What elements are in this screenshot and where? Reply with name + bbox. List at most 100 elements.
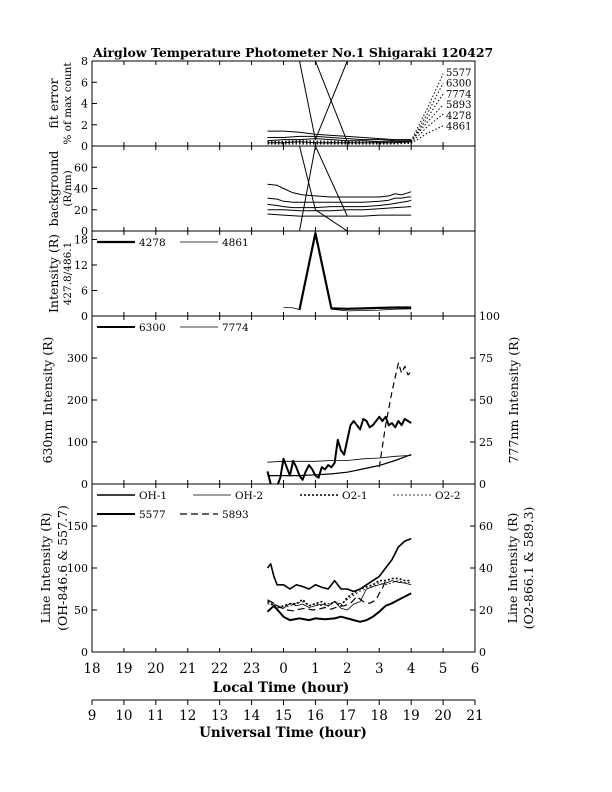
panel-intensity-427-486: 0 6 12 18 Intensity (R) 427.8/486.1 4278 4861 <box>46 230 476 323</box>
series-line-4278 <box>298 232 412 310</box>
universal-time-axis-label: Universal Time (hour) <box>199 725 367 741</box>
local-time-tick-label: 23 <box>243 661 260 677</box>
y-tick-label: 0 <box>81 225 88 238</box>
ut-tick-label: 15 <box>275 708 292 724</box>
ut-tick-label: 13 <box>211 708 228 724</box>
y-tick-label: 0 <box>81 140 88 153</box>
line-tag: 4278 <box>446 111 471 122</box>
legend-label: 4861 <box>222 237 249 249</box>
ut-tick-label: 19 <box>403 708 420 724</box>
y-right-tick-label: 25 <box>479 436 493 449</box>
series-line-c <box>267 199 412 209</box>
y-axis-label: 630nm Intensity (R) <box>40 337 55 464</box>
y-tick-label: 0 <box>81 310 88 323</box>
legend-label: 7774 <box>222 322 249 334</box>
y-axis-label: fit error <box>46 78 61 128</box>
y-tick-label: 12 <box>74 259 88 272</box>
y-axis-sublabel: 427.8/486.1 <box>62 242 74 306</box>
series-line-OH-2 <box>267 580 412 611</box>
local-time-tick-label: 19 <box>115 661 132 677</box>
ut-tick-label: 11 <box>147 708 164 724</box>
local-time-tick-label: 6 <box>471 661 480 677</box>
local-time-axis: 18 19 20 21 22 23 0 1 2 3 4 5 6 <box>83 661 479 677</box>
legend-label: 5577 <box>139 509 166 521</box>
series-line-b <box>267 196 412 203</box>
series-line-b <box>267 135 412 142</box>
local-time-tick-label: 0 <box>279 661 288 677</box>
series-group <box>267 61 444 145</box>
y-tick-label: 20 <box>74 204 88 217</box>
ut-tick-label: 16 <box>307 708 324 724</box>
y-right-axis-label: Line Intensity (R) <box>505 513 520 624</box>
ut-tick-label: 21 <box>466 708 483 724</box>
y-right-tick-label: 40 <box>479 562 493 575</box>
y-tick-label: 18 <box>74 234 88 247</box>
y-right-tick-label: 50 <box>479 394 493 407</box>
ut-tick-label: 17 <box>339 708 356 724</box>
series-line-OH-1 <box>266 537 412 593</box>
series-line-a <box>267 183 412 198</box>
series-line-5577 <box>266 592 412 623</box>
ut-tick-label: 9 <box>88 708 97 724</box>
series-line-f <box>299 61 348 142</box>
local-time-tick-label: 5 <box>439 661 448 677</box>
local-time-tick-label: 21 <box>179 661 196 677</box>
y-right-tick-label: 0 <box>479 478 486 491</box>
y-right-tick-label: 0 <box>479 646 486 659</box>
y-tick-label: 2 <box>81 119 88 132</box>
figure-title: Airglow Temperature Photometer No.1 Shig… <box>92 45 493 60</box>
y-axis-sublabel: (R/nm) <box>62 170 74 206</box>
line-tag: 4861 <box>446 122 471 133</box>
y-axis-label: background <box>46 151 61 227</box>
series-line-5893-overlay <box>378 362 412 468</box>
y-tick-label: 8 <box>81 55 88 68</box>
legend-label: OH-1 <box>139 490 167 502</box>
ut-tick-label: 12 <box>179 708 196 724</box>
series-line-c <box>267 138 412 143</box>
y-tick-label: 6 <box>81 76 88 89</box>
local-time-tick-label: 22 <box>211 661 228 677</box>
ut-tick-label: 10 <box>115 708 132 724</box>
legend-label: 6300 <box>139 322 166 334</box>
series-line-f <box>299 146 348 231</box>
y-tick-label: 40 <box>74 183 88 196</box>
series-line-d <box>267 206 412 212</box>
y-tick-label: 60 <box>74 161 88 174</box>
y-tick-label: 200 <box>67 394 88 407</box>
series-line-g <box>299 146 348 231</box>
series-group <box>283 232 412 312</box>
series-group <box>267 146 412 231</box>
series-line-4861 <box>283 234 412 312</box>
y-right-tick-label: 100 <box>479 310 500 323</box>
series-line-e <box>267 213 412 217</box>
line-tag: 6300 <box>446 79 471 90</box>
legend-label: O2-1 <box>342 490 368 502</box>
y-tick-label: 100 <box>67 436 88 449</box>
y-axis-sublabel: % of max count <box>62 62 74 145</box>
panel-fit-error: 0 2 4 6 8 fit error% of max count 557763007774… <box>46 55 476 153</box>
series-line-a <box>267 130 412 141</box>
y-tick-label: 4 <box>81 98 88 111</box>
series-line-7774-baseline <box>267 454 412 477</box>
y-right-tick-label: 20 <box>479 604 493 617</box>
y-tick-label: 100 <box>67 562 88 575</box>
ut-tick-label: 18 <box>371 708 388 724</box>
series-line-6300 <box>267 83 444 144</box>
local-time-tick-label: 3 <box>375 661 384 677</box>
local-time-tick-label: 18 <box>83 661 100 677</box>
panel-background: 0 20 40 60 background (R/nm) <box>46 145 476 238</box>
legend-label: 5893 <box>222 509 249 521</box>
y-tick-label: 50 <box>74 604 88 617</box>
series-group <box>266 362 412 484</box>
series-line-5893 <box>267 580 387 612</box>
y-right-axis-sublabel: (O2-866.1 & 589.3) <box>521 507 536 630</box>
universal-time-axis: 9 10 11 12 13 14 15 16 17 18 19 20 21 <box>88 699 484 724</box>
y-tick-label: 6 <box>81 285 88 298</box>
y-tick-label: 0 <box>81 646 88 659</box>
y-right-axis-label: 777nm Intensity (R) <box>506 337 521 464</box>
line-tag: 7774 <box>446 89 471 100</box>
series-group <box>266 537 412 623</box>
